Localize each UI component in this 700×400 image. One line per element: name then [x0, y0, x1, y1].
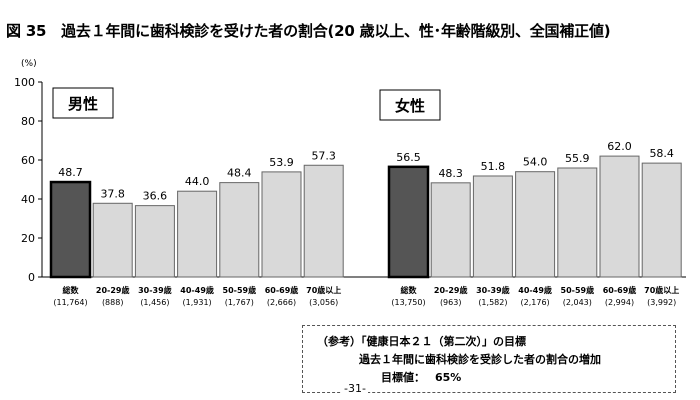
bar	[134, 205, 175, 278]
reference-goal: 過去１年間に歯科検診を受診した者の割合の増加	[359, 353, 601, 366]
category-label: 50-59歳	[223, 285, 257, 295]
bar	[177, 190, 218, 278]
sample-size-label: (3,992)	[647, 298, 676, 307]
reference-box: （参考）「健康日本２１（第二次）」の目標 過去１年間に歯科検診を受診した者の割合…	[302, 325, 676, 393]
category-label: 50-59歳	[561, 285, 595, 295]
data-label: 55.9	[565, 152, 590, 165]
y-tick-label: 20	[21, 232, 35, 245]
data-label: 48.3	[438, 167, 463, 180]
data-label: 57.3	[311, 149, 336, 162]
bar	[303, 164, 344, 278]
bar-chart: (%) 0 20 40 60 80 100 男性 48.7 総数 (11,764) 37.8 20-29…	[14, 59, 686, 307]
page-number: -31-	[342, 382, 368, 395]
bar	[92, 202, 133, 278]
data-label: 54.0	[523, 156, 548, 169]
bar	[387, 165, 430, 279]
category-label: 60-69歳	[603, 285, 637, 295]
sample-size-label: (963)	[440, 298, 462, 307]
y-tick-label: 40	[21, 193, 35, 206]
category-label: 40-49歳	[518, 285, 552, 295]
category-label: 60-69歳	[265, 285, 299, 295]
sample-size-label: (888)	[102, 298, 124, 307]
bar	[515, 171, 556, 278]
group-label: 男性	[68, 95, 98, 113]
sample-size-label: (1,456)	[140, 298, 169, 307]
data-label: 58.4	[649, 147, 674, 160]
sample-size-label: (1,767)	[225, 298, 254, 307]
y-tick-label: 0	[28, 271, 35, 284]
category-label: 30-39歳	[138, 285, 172, 295]
sample-size-label: (2,666)	[267, 298, 296, 307]
data-label: 37.8	[100, 187, 125, 200]
data-label: 53.9	[269, 156, 294, 169]
bar	[641, 162, 682, 278]
sample-size-label: (3,056)	[309, 298, 338, 307]
category-label: 70歳以上	[644, 285, 679, 295]
data-label: 44.0	[185, 175, 210, 188]
reference-target-value: 65%	[435, 371, 462, 384]
category-label: 30-39歳	[476, 285, 510, 295]
data-label: 62.0	[607, 140, 632, 153]
category-label: 70歳以上	[306, 285, 341, 295]
sample-size-label: (11,764)	[53, 298, 87, 307]
sample-size-label: (2,043)	[563, 298, 592, 307]
reference-title: （参考）「健康日本２１（第二次）」の目標	[317, 335, 526, 348]
bar	[472, 175, 513, 278]
bar	[261, 171, 302, 278]
bar	[599, 155, 640, 278]
category-label: 20-29歳	[96, 285, 130, 295]
data-label: 48.7	[58, 166, 83, 179]
y-tick-label: 80	[21, 115, 35, 128]
reference-target-label: 目標値：	[381, 371, 425, 384]
reference-target-row: 目標値： 65%	[381, 369, 461, 385]
sample-size-label: (1,931)	[183, 298, 212, 307]
y-tick-label: 60	[21, 154, 35, 167]
sample-size-label: (1,582)	[478, 298, 507, 307]
data-label: 56.5	[396, 151, 421, 164]
category-label: 40-49歳	[180, 285, 214, 295]
data-label: 36.6	[143, 190, 168, 203]
category-label: 総数	[63, 285, 80, 295]
bar	[430, 182, 471, 278]
group-label-box	[379, 89, 441, 121]
bar	[219, 182, 260, 278]
sample-size-label: (2,176)	[521, 298, 550, 307]
category-label: 20-29歳	[434, 285, 468, 295]
y-tick-label: 100	[14, 76, 35, 89]
data-label: 51.8	[481, 160, 506, 173]
figure-title: 図 35 過去１年間に歯科検診を受けた者の割合(20 歳以上、性･年齢階級別、全…	[6, 22, 611, 40]
bar	[557, 167, 598, 278]
sample-size-label: (2,994)	[605, 298, 634, 307]
group-label-box	[52, 87, 114, 119]
y-axis-unit: (%)	[21, 59, 37, 69]
bar	[49, 180, 92, 279]
sample-size-label: (13,750)	[391, 298, 425, 307]
category-label: 総数	[401, 285, 418, 295]
data-label: 48.4	[227, 167, 252, 180]
group-label: 女性	[395, 97, 425, 115]
